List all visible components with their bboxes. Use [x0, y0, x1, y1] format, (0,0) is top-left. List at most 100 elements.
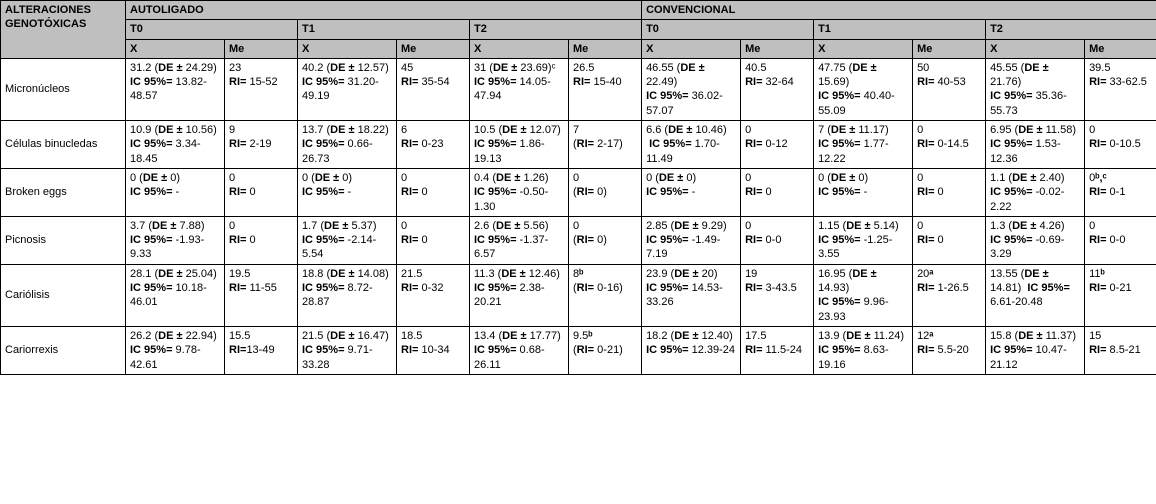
data-cell: 21.5 (DE ± 16.47)IC 95%= 9.71-33.28: [298, 326, 397, 374]
data-cell: 12ᵃRI= 5.5-20: [913, 326, 986, 374]
header-conv-t1: T1: [814, 20, 986, 39]
row-label: Células binucledas: [1, 121, 126, 169]
data-cell: 0RI= 0-14.5: [913, 121, 986, 169]
genotoxic-alterations-table: ALTERACIONES GENOTÓXICAS AUTOLIGADO CONV…: [0, 0, 1156, 375]
data-cell: 0RI= 0: [397, 216, 470, 264]
data-cell: 0RI= 0: [913, 168, 986, 216]
data-cell: 9RI= 2-19: [225, 121, 298, 169]
data-cell: 15.8 (DE ± 11.37)IC 95%= 10.47-21.12: [986, 326, 1085, 374]
data-cell: 16.95 (DE ± 14.93)IC 95%= 9.96-23.93: [814, 264, 913, 326]
data-cell: 1.3 (DE ± 4.26)IC 95%= -0.69-3.29: [986, 216, 1085, 264]
row-label: Micronúcleos: [1, 58, 126, 120]
header-x: X: [986, 39, 1085, 58]
data-cell: 6RI= 0-23: [397, 121, 470, 169]
data-cell: 26.5RI= 15-40: [569, 58, 642, 120]
data-cell: 13.4 (DE ± 17.77)IC 95%= 0.68-26.11: [470, 326, 569, 374]
data-cell: 13.7 (DE ± 18.22)IC 95%= 0.66-26.73: [298, 121, 397, 169]
data-cell: 0 (DE ± 0)IC 95%= -: [642, 168, 741, 216]
data-cell: 0RI= 0-12: [741, 121, 814, 169]
data-cell: 50RI= 40-53: [913, 58, 986, 120]
table-row: Cariólisis28.1 (DE ± 25.04)IC 95%= 10.18…: [1, 264, 1156, 326]
data-cell: 7 (DE ± 11.17)IC 95%= 1.77-12.22: [814, 121, 913, 169]
data-cell: 40.5RI= 32-64: [741, 58, 814, 120]
header-auto-t2: T2: [470, 20, 642, 39]
header-x: X: [126, 39, 225, 58]
data-cell: 0RI= 0-0: [1085, 216, 1156, 264]
data-cell: 19RI= 3-43.5: [741, 264, 814, 326]
data-cell: 10.9 (DE ± 10.56)IC 95%= 3.34-18.45: [126, 121, 225, 169]
data-cell: 8ᵇ(RI= 0-16): [569, 264, 642, 326]
table-row: Picnosis3.7 (DE ± 7.88)IC 95%= -1.93-9.3…: [1, 216, 1156, 264]
data-cell: 18.8 (DE ± 14.08)IC 95%= 8.72-28.87: [298, 264, 397, 326]
data-cell: 17.5RI= 11.5-24: [741, 326, 814, 374]
data-cell: 0 (DE ± 0)IC 95%= -: [814, 168, 913, 216]
data-cell: 31.2 (DE ± 24.29)IC 95%= 13.82-48.57: [126, 58, 225, 120]
data-cell: 9.5ᵇ(RI= 0-21): [569, 326, 642, 374]
row-label: Picnosis: [1, 216, 126, 264]
table-row: Broken eggs0 (DE ± 0)IC 95%= -0RI= 00 (D…: [1, 168, 1156, 216]
data-cell: 0.4 (DE ± 1.26)IC 95%= -0.50-1.30: [470, 168, 569, 216]
row-label: Broken eggs: [1, 168, 126, 216]
header-x: X: [298, 39, 397, 58]
header-me: Me: [225, 39, 298, 58]
data-cell: 13.9 (DE ± 11.24)IC 95%= 8.63-19.16: [814, 326, 913, 374]
table-row: Células binucledas10.9 (DE ± 10.56)IC 95…: [1, 121, 1156, 169]
header-me: Me: [1085, 39, 1156, 58]
data-cell: 1.1 (DE ± 2.40)IC 95%= -0.02-2.22: [986, 168, 1085, 216]
data-cell: 3.7 (DE ± 7.88)IC 95%= -1.93-9.33: [126, 216, 225, 264]
table-row: Micronúcleos31.2 (DE ± 24.29)IC 95%= 13.…: [1, 58, 1156, 120]
data-cell: 10.5 (DE ± 12.07)IC 95%= 1.86-19.13: [470, 121, 569, 169]
data-cell: 6.95 (DE ± 11.58)IC 95%= 1.53-12.36: [986, 121, 1085, 169]
header-me: Me: [913, 39, 986, 58]
data-cell: 0RI= 0: [225, 216, 298, 264]
data-cell: 19.5RI= 11-55: [225, 264, 298, 326]
data-cell: 6.6 (DE ± 10.46) IC 95%= 1.70-11.49: [642, 121, 741, 169]
header-me: Me: [741, 39, 814, 58]
data-cell: 23RI= 15-52: [225, 58, 298, 120]
data-cell: 13.55 (DE ± 14.81) IC 95%= 6.61-20.48: [986, 264, 1085, 326]
data-cell: 0 (DE ± 0)IC 95%= -: [298, 168, 397, 216]
header-x: X: [814, 39, 913, 58]
data-cell: 2.85 (DE ± 9.29)IC 95%= -1.49-7.19: [642, 216, 741, 264]
data-cell: 26.2 (DE ± 22.94)IC 95%= 9.78-42.61: [126, 326, 225, 374]
data-cell: 47.75 (DE ± 15.69)IC 95%= 40.40-55.09: [814, 58, 913, 120]
data-cell: 11.3 (DE ± 12.46)IC 95%= 2.38-20.21: [470, 264, 569, 326]
header-auto-t1: T1: [298, 20, 470, 39]
data-cell: 0(RI= 0): [569, 216, 642, 264]
data-cell: 0RI= 0-10.5: [1085, 121, 1156, 169]
data-cell: 0RI= 0: [397, 168, 470, 216]
table-body: Micronúcleos31.2 (DE ± 24.29)IC 95%= 13.…: [1, 58, 1156, 374]
data-cell: 0RI= 0-0: [741, 216, 814, 264]
header-me: Me: [569, 39, 642, 58]
data-cell: 18.5RI= 10-34: [397, 326, 470, 374]
data-cell: 15RI= 8.5-21: [1085, 326, 1156, 374]
data-cell: 23.9 (DE ± 20)IC 95%= 14.53-33.26: [642, 264, 741, 326]
header-conv-t2: T2: [986, 20, 1156, 39]
data-cell: 0(RI= 0): [569, 168, 642, 216]
data-cell: 45.55 (DE ± 21.76)IC 95%= 35.36-55.73: [986, 58, 1085, 120]
data-cell: 39.5RI= 33-62.5: [1085, 58, 1156, 120]
header-auto-t0: T0: [126, 20, 298, 39]
data-cell: 40.2 (DE ± 12.57)IC 95%= 31.20-49.19: [298, 58, 397, 120]
data-cell: 1.7 (DE ± 5.37)IC 95%= -2.14-5.54: [298, 216, 397, 264]
data-cell: 7(RI= 2-17): [569, 121, 642, 169]
data-cell: 31 (DE ± 23.69)ᶜIC 95%= 14.05-47.94: [470, 58, 569, 120]
table-header: ALTERACIONES GENOTÓXICAS AUTOLIGADO CONV…: [1, 1, 1156, 59]
data-cell: 2.6 (DE ± 5.56)IC 95%= -1.37-6.57: [470, 216, 569, 264]
header-conv-t0: T0: [642, 20, 814, 39]
data-cell: 0ᵇ,ᶜRI= 0-1: [1085, 168, 1156, 216]
data-cell: 45RI= 35-54: [397, 58, 470, 120]
data-cell: 28.1 (DE ± 25.04)IC 95%= 10.18-46.01: [126, 264, 225, 326]
header-x: X: [470, 39, 569, 58]
header-group-autoligado: AUTOLIGADO: [126, 1, 642, 20]
header-group-convencional: CONVENCIONAL: [642, 1, 1156, 20]
header-me: Me: [397, 39, 470, 58]
header-x: X: [642, 39, 741, 58]
data-cell: 11ᵇRI= 0-21: [1085, 264, 1156, 326]
data-cell: 46.55 (DE ± 22.49)IC 95%= 36.02-57.07: [642, 58, 741, 120]
table-row: Cariorrexis26.2 (DE ± 22.94)IC 95%= 9.78…: [1, 326, 1156, 374]
header-corner: ALTERACIONES GENOTÓXICAS: [1, 1, 126, 59]
row-label: Cariólisis: [1, 264, 126, 326]
data-cell: 0RI= 0: [913, 216, 986, 264]
data-cell: 18.2 (DE ± 12.40)IC 95%= 12.39-24: [642, 326, 741, 374]
